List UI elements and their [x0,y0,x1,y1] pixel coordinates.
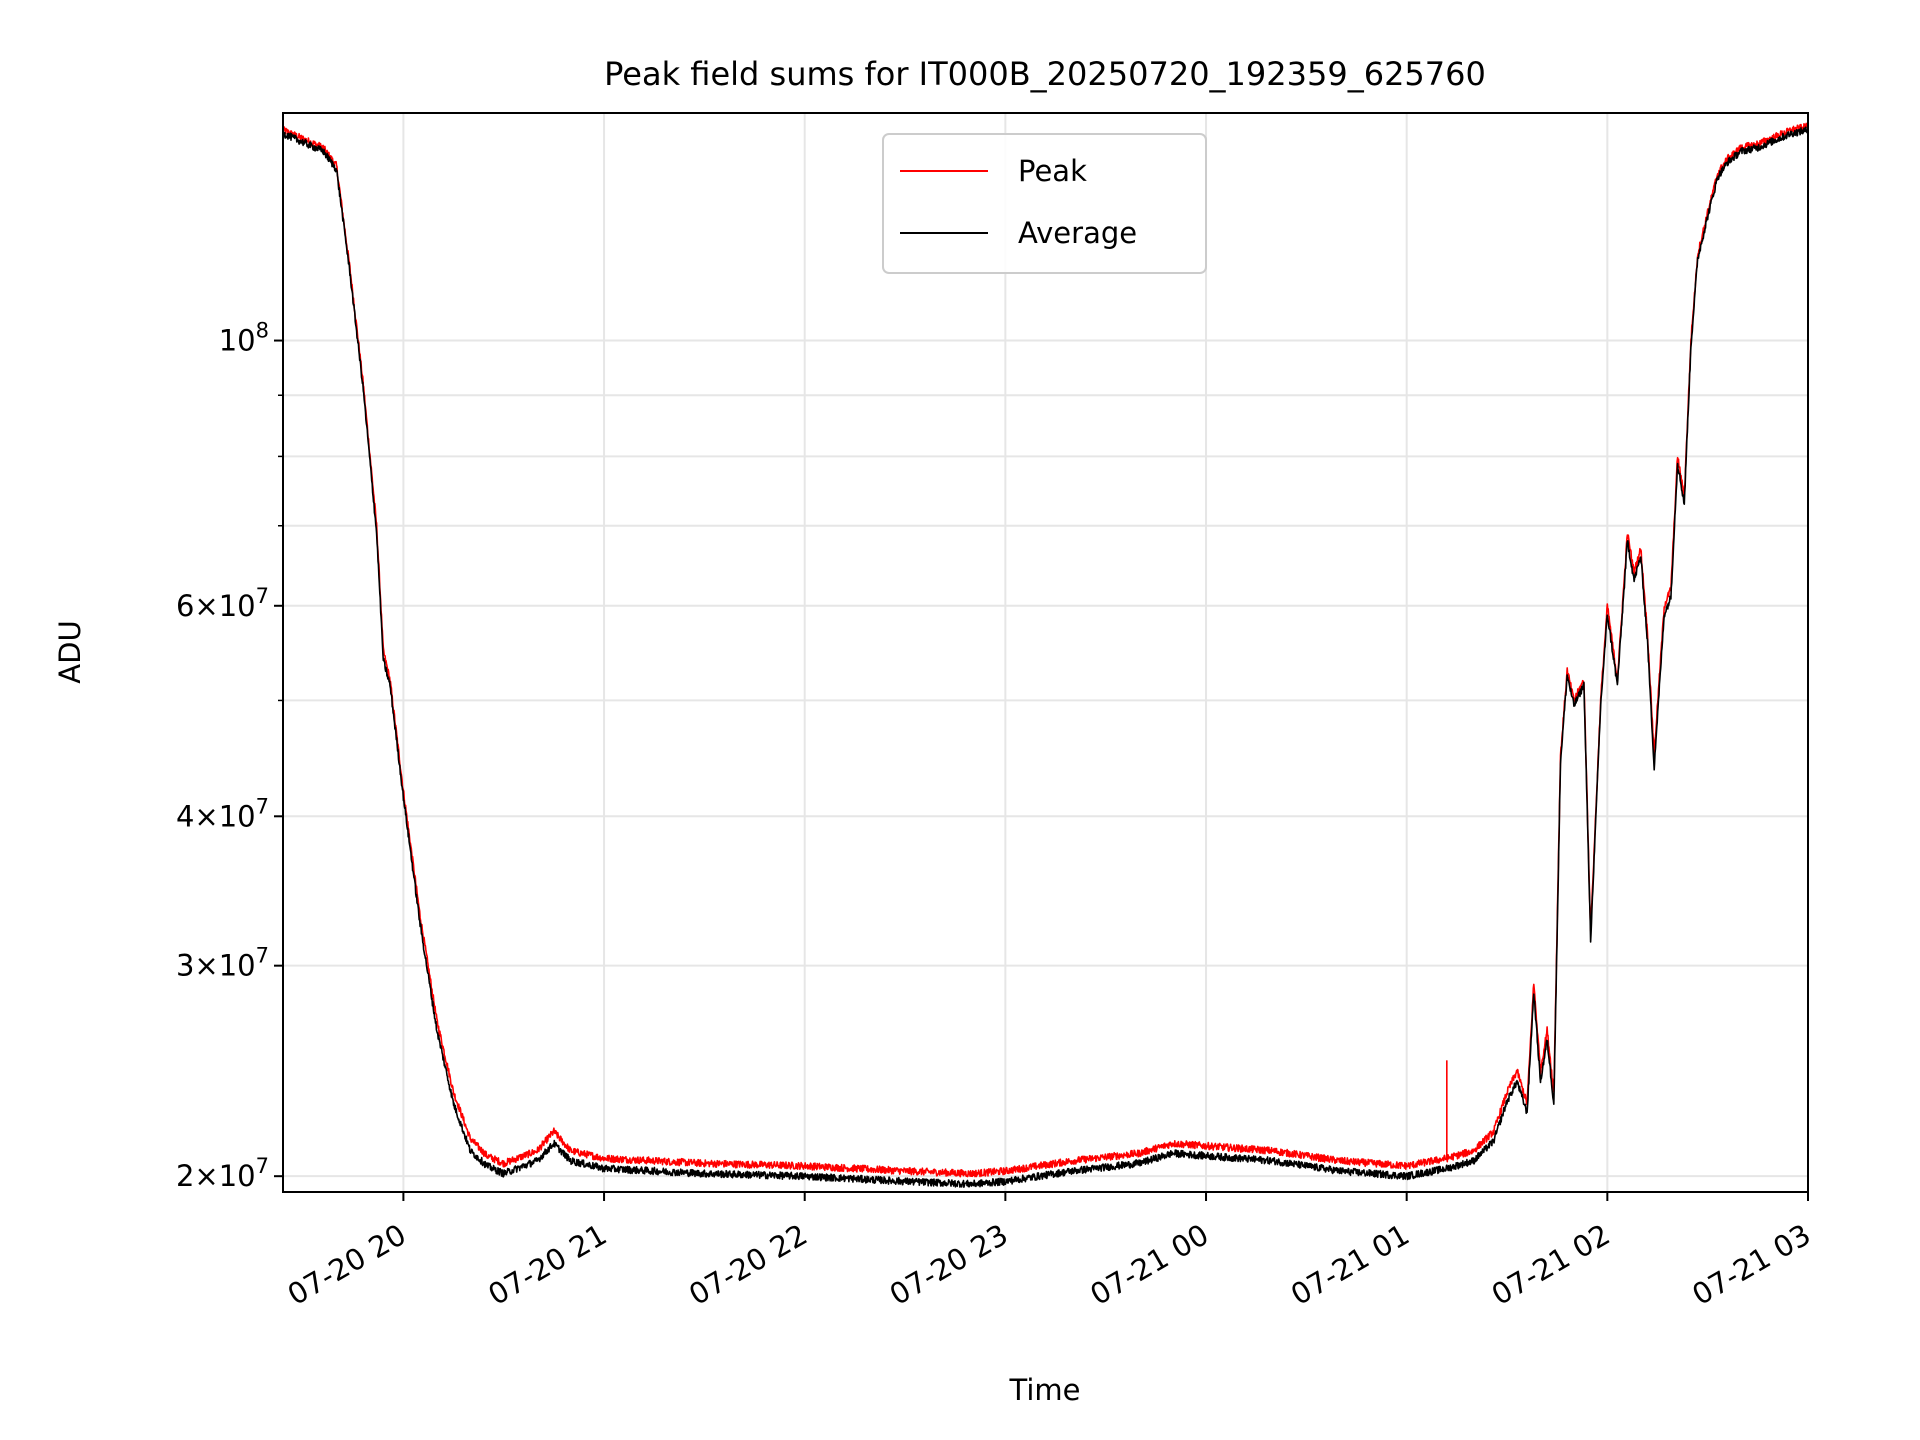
y-axis-label: ADU [53,620,87,683]
y-tick-label: 6×107 [176,584,269,623]
plot-lines [282,122,1809,1188]
plot-frame [282,112,1809,1193]
y-tick-label: 108 [219,319,269,358]
y-tick-label: 4×107 [176,794,269,833]
x-axis-label: Time [1009,1373,1081,1407]
legend-label-peak: Peak [1018,154,1087,188]
y-tick-label: 3×107 [176,944,269,983]
chart-title: Peak field sums for IT000B_20250720_1923… [604,55,1486,93]
y-axis-ticks: 2×107 3×107 4×107 6×107 108 [176,319,283,1193]
legend: Peak Average [882,133,1207,274]
series-line-average [282,126,1809,1188]
y-tick-label: 2×107 [176,1154,269,1193]
legend-label-average: Average [1018,216,1137,250]
legend-box [882,133,1207,274]
